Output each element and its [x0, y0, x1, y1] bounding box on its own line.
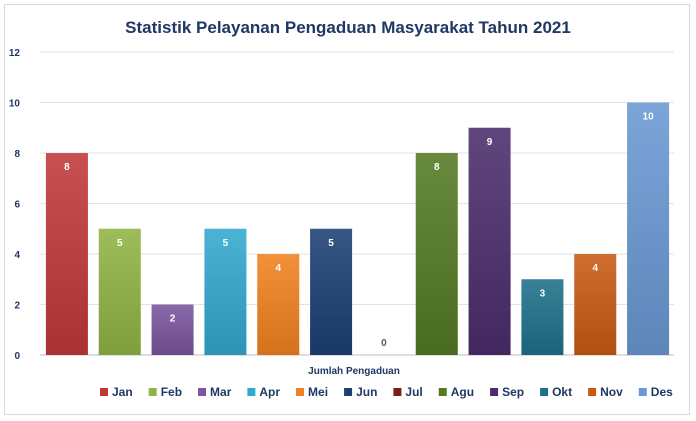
- legend-label-mei: Mei: [308, 385, 328, 399]
- legend-swatch-jun: [344, 388, 353, 396]
- y-axis: 0 2 4 6 8 10 12: [9, 48, 21, 362]
- data-label-jul: 0: [381, 338, 387, 349]
- legend-swatch-nov: [588, 388, 597, 396]
- legend-label-jul: Jul: [405, 385, 422, 399]
- bar-shade-agu: [415, 153, 458, 355]
- legend-swatch-okt: [540, 388, 549, 396]
- data-label-apr: 5: [223, 238, 229, 249]
- data-label-feb: 5: [117, 238, 123, 249]
- y-tick-label: 10: [9, 99, 21, 110]
- y-tick-label: 4: [14, 250, 20, 261]
- legend-swatch-apr: [247, 388, 256, 396]
- y-tick-label: 0: [14, 351, 20, 362]
- legend-swatch-jan: [100, 388, 108, 396]
- legend-label-apr: Apr: [259, 385, 280, 399]
- legend-label-jun: Jun: [356, 385, 377, 399]
- data-label-agu: 8: [434, 162, 440, 173]
- legend-swatch-feb: [148, 388, 157, 396]
- gridlines: [40, 51, 674, 356]
- legend-label-sep: Sep: [502, 385, 524, 399]
- legend-label-okt: Okt: [552, 385, 572, 399]
- chart-title: Statistik Pelayanan Pengaduan Masyarakat…: [125, 18, 571, 37]
- data-labels: 8 5 2 5 4 5 0 8 9 3 4 10: [64, 112, 654, 350]
- y-tick-label: 8: [14, 149, 20, 160]
- legend: Jan Feb Mar Apr Mei Jun Jul Agu Sep Okt Nov Des: [100, 385, 673, 399]
- data-label-jun: 5: [328, 238, 334, 249]
- bar-shade-feb: [98, 228, 141, 355]
- legend-swatch-jul: [393, 388, 402, 396]
- bar-shade-sep: [468, 127, 511, 355]
- data-label-nov: 4: [592, 263, 598, 274]
- bar-shade-okt: [521, 279, 564, 355]
- bars: [45, 102, 670, 355]
- bar-shade-nov: [574, 254, 617, 355]
- data-label-des: 10: [643, 112, 655, 123]
- legend-label-nov: Nov: [600, 385, 623, 399]
- bar-shade-mar: [151, 304, 194, 355]
- legend-label-des: Des: [651, 385, 673, 399]
- bar-shade-jan: [45, 153, 88, 355]
- legend-swatch-mei: [296, 388, 305, 396]
- data-label-mei: 4: [275, 263, 281, 274]
- x-axis-label: Jumlah Pengaduan: [308, 366, 400, 377]
- legend-swatch-des: [638, 388, 647, 396]
- data-label-jan: 8: [64, 162, 70, 173]
- bar-shade-mei: [257, 254, 300, 355]
- legend-label-agu: Agu: [451, 385, 474, 399]
- legend-label-mar: Mar: [210, 385, 232, 399]
- legend-swatch-sep: [490, 388, 499, 396]
- data-label-mar: 2: [170, 314, 176, 325]
- legend-label-feb: Feb: [161, 385, 182, 399]
- y-tick-label: 2: [14, 301, 20, 312]
- bar-shade-apr: [204, 228, 247, 355]
- data-label-okt: 3: [540, 288, 546, 299]
- data-label-sep: 9: [487, 137, 493, 148]
- legend-label-jan: Jan: [112, 385, 133, 399]
- legend-swatch-agu: [438, 388, 447, 396]
- y-tick-label: 6: [14, 200, 20, 211]
- bar-shade-jun: [310, 228, 353, 355]
- bar-shade-des: [627, 102, 670, 355]
- legend-swatch-mar: [198, 388, 207, 396]
- y-tick-label: 12: [9, 48, 21, 59]
